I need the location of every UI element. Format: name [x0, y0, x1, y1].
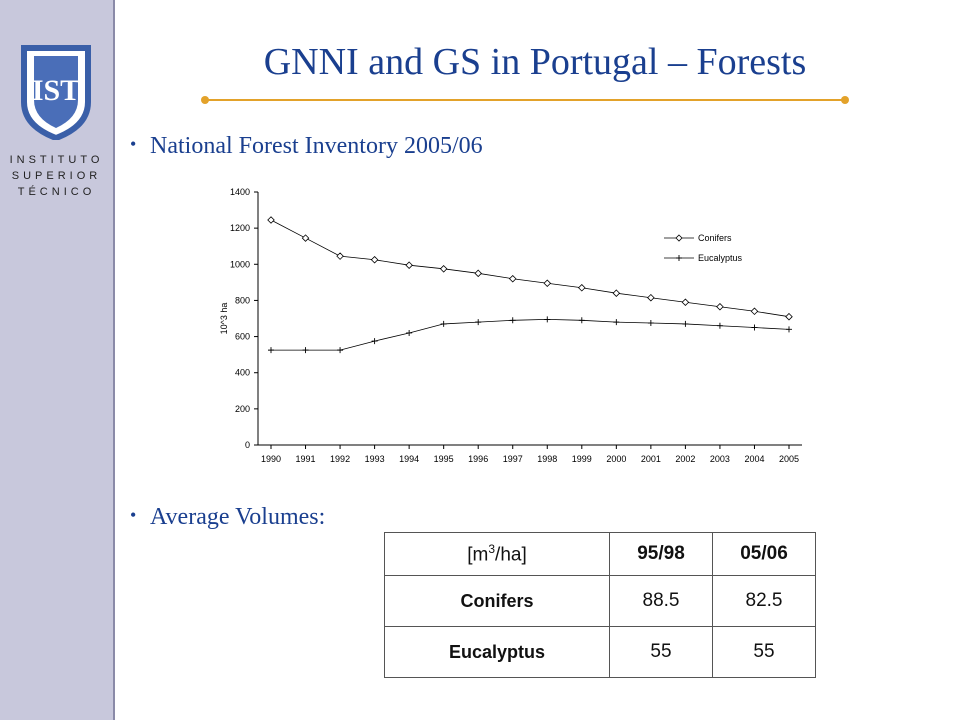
data-point-eucalyptus [406, 329, 413, 336]
data-point-eucalyptus [682, 320, 689, 327]
forest-area-chart: 0 200 400 600 800 1000 1200 1400 1990 1991 1992 199… [219, 187, 802, 464]
y-tick-label: 1400 [230, 187, 250, 197]
unit-suffix: /ha] [495, 544, 527, 566]
row-label-eucalyptus: Eucalyptus [384, 626, 610, 678]
data-point-eucalyptus [544, 316, 551, 323]
cell-conifers-9598: 88.5 [609, 575, 713, 627]
legend-label-eucalyptus: Eucalyptus [698, 253, 743, 263]
data-point-eucalyptus [578, 317, 585, 324]
data-point-conifers [785, 312, 793, 321]
x-tick-label: 1999 [572, 454, 592, 464]
data-point-conifers [750, 307, 759, 316]
data-point-eucalyptus [371, 338, 378, 345]
data-point-conifers [543, 279, 552, 288]
bullet-marker: • [130, 505, 137, 525]
unit-prefix: [m [467, 544, 489, 566]
logo-line-1: INSTITUTO [9, 154, 104, 166]
data-point-conifers [370, 256, 379, 264]
x-tick-label: 1997 [503, 454, 523, 464]
x-tick-label: 2005 [779, 454, 799, 464]
series-line-conifers [270, 219, 790, 318]
x-tick-label: 1990 [261, 454, 281, 464]
x-tick-label: 2003 [710, 454, 730, 464]
x-tick-label: 1992 [330, 454, 350, 464]
bullet-inventory-text: National Forest Inventory 2005/06 [150, 133, 483, 159]
data-point-eucalyptus [475, 319, 482, 326]
data-point-conifers [681, 298, 690, 307]
data-point-conifers [336, 252, 344, 260]
x-tick-label: 2000 [606, 454, 626, 464]
average-volumes-table: [m3/ha] 95/98 05/06 Conifers 88.5 82.5 E… [384, 532, 816, 678]
x-tick-label: 1996 [468, 454, 488, 464]
bullet-volumes: • Average Volumes: [130, 504, 325, 531]
data-point-conifers [647, 293, 655, 302]
data-point-conifers [578, 284, 586, 292]
data-point-conifers [474, 269, 482, 278]
legend-marker-eucalyptus [676, 255, 682, 261]
data-point-eucalyptus [440, 320, 447, 327]
data-point-eucalyptus [716, 322, 723, 329]
data-point-eucalyptus [268, 347, 274, 354]
ist-shield-logo: IST [21, 45, 91, 140]
x-tick-label: 2002 [675, 454, 695, 464]
logo-line-2: SUPERIOR [11, 170, 102, 182]
x-tick-label: 1994 [399, 454, 419, 464]
cell-eucalyptus-0506: 55 [712, 626, 816, 678]
data-point-conifers [716, 302, 724, 311]
data-point-eucalyptus [786, 326, 792, 333]
rule-dot-right [841, 96, 849, 104]
col-header-0506: 05/06 [712, 532, 816, 576]
series-line-eucalyptus [271, 319, 790, 351]
data-point-conifers [439, 265, 448, 273]
bullet-volumes-text: Average Volumes: [150, 504, 326, 530]
x-tick-label: 1991 [296, 454, 316, 464]
cell-conifers-0506: 82.5 [712, 575, 816, 627]
bullet-inventory: • National Forest Inventory 2005/06 [130, 133, 483, 160]
y-tick-label: 1200 [230, 223, 250, 233]
data-point-eucalyptus [302, 347, 309, 354]
y-tick-label: 400 [235, 368, 250, 378]
data-point-conifers [301, 234, 310, 242]
unit-sup: 3 [488, 541, 496, 556]
sidebar: IST INSTITUTO SUPERIOR TÉCNICO [0, 0, 115, 720]
data-point-conifers [267, 216, 275, 224]
x-tick-label: 1995 [434, 454, 454, 464]
x-tick-label: 1993 [365, 454, 385, 464]
y-tick-label: 800 [235, 295, 250, 305]
table-row: Conifers 88.5 82.5 [384, 575, 816, 627]
bullet-marker: • [130, 134, 137, 154]
table-row: Eucalyptus 55 55 [384, 626, 816, 678]
title-rule [205, 99, 845, 101]
data-point-eucalyptus [751, 324, 758, 331]
x-tick-label: 1998 [537, 454, 557, 464]
data-point-eucalyptus [613, 319, 620, 326]
y-tick-label: 200 [235, 404, 250, 414]
row-label-conifers: Conifers [384, 575, 610, 627]
data-point-conifers [508, 274, 517, 283]
rule-dot-left [201, 96, 209, 104]
slide-title: GNNI and GS in Portugal – Forests [263, 41, 807, 83]
cell-eucalyptus-9598: 55 [609, 626, 713, 678]
legend-marker-conifers [675, 234, 683, 242]
col-header-9598: 95/98 [609, 532, 713, 576]
y-axis-label: 10^3 ha [219, 303, 229, 335]
y-tick-label: 600 [235, 332, 250, 342]
data-point-conifers [405, 261, 413, 269]
table-header-row: [m3/ha] 95/98 05/06 [384, 532, 816, 576]
y-tick-label: 0 [245, 440, 250, 450]
data-point-eucalyptus [647, 320, 654, 327]
data-point-eucalyptus [509, 317, 516, 324]
unit-header-cell: [m3/ha] [384, 532, 610, 576]
x-tick-label: 2004 [744, 454, 764, 464]
y-tick-label: 1000 [230, 259, 250, 269]
legend-label-conifers: Conifers [698, 233, 732, 243]
data-point-conifers [612, 289, 621, 297]
logo-line-3: TÉCNICO [17, 186, 96, 198]
x-tick-label: 2001 [641, 454, 661, 464]
shield-text: IST [32, 74, 80, 107]
data-point-eucalyptus [337, 347, 344, 354]
